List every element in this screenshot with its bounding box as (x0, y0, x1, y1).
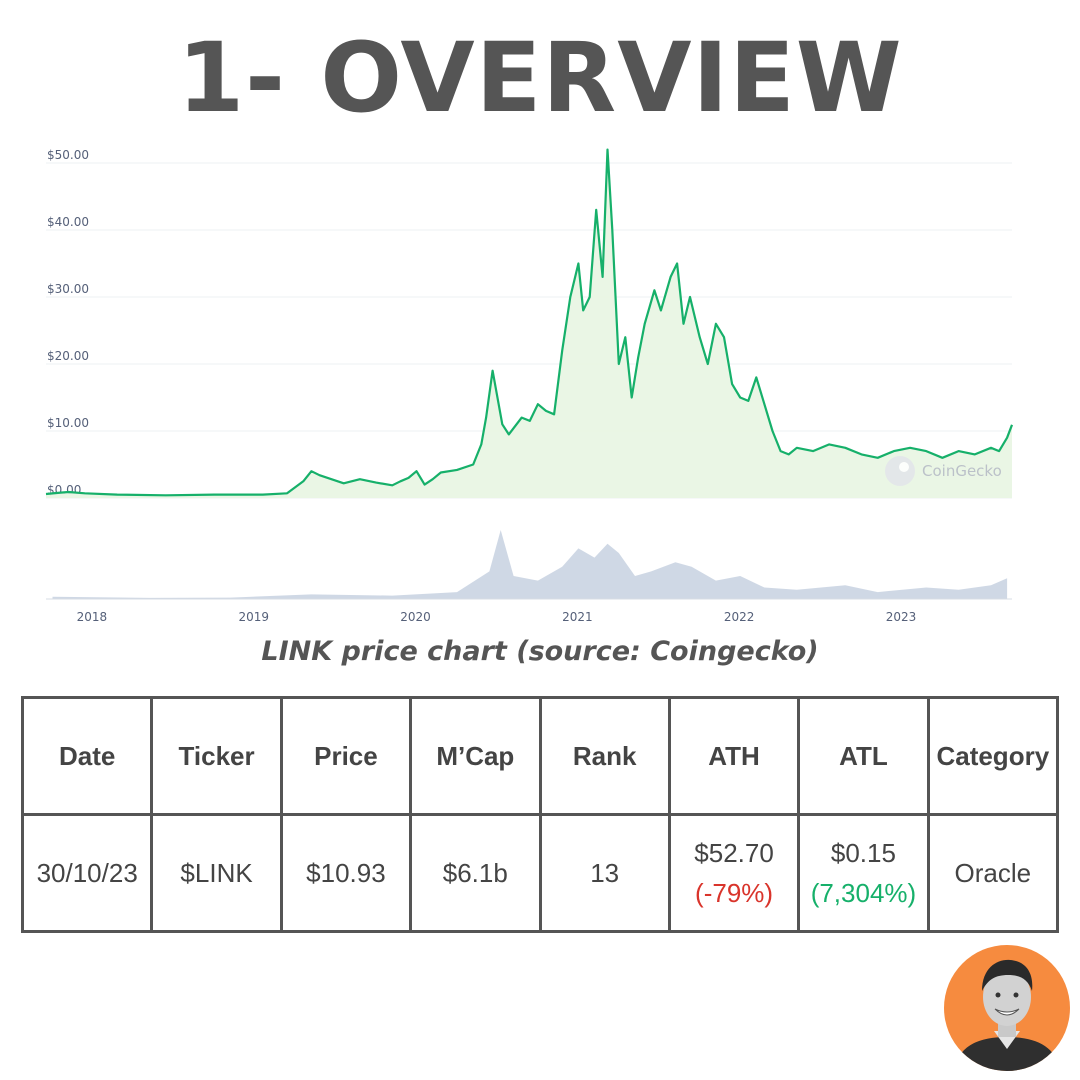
cell-category: Oracle (926, 813, 1060, 933)
y-tick-label: $20.00 (47, 349, 89, 363)
overview-table: Date Ticker Price M’Cap Rank ATH ATL Cat… (20, 696, 1060, 933)
header-rank: Rank (538, 696, 671, 816)
x-tick-label: 2023 (886, 610, 917, 624)
gecko-logo-icon (885, 456, 915, 486)
y-tick-label: $30.00 (47, 282, 89, 296)
table-header-row: Date Ticker Price M’Cap Rank ATH ATL Cat… (20, 696, 1060, 816)
x-axis-ticks: 2018 2019 2020 2021 2022 2023 (77, 610, 917, 624)
y-tick-label: $50.00 (47, 148, 89, 162)
cell-price: $10.93 (279, 813, 413, 933)
watermark-label: CoinGecko (922, 462, 1002, 480)
chart-caption: LINK price chart (source: Coingecko) (261, 636, 819, 667)
atl-value: $0.15 (830, 838, 896, 868)
table-row: 30/10/23 $LINK $10.93 $6.1b 13 $52.70 (-… (20, 813, 1060, 933)
ath-change: (-79%) (695, 878, 774, 908)
volume-area (52, 530, 1008, 599)
price-line (45, 148, 1014, 497)
x-tick-label: 2022 (724, 610, 755, 624)
coingecko-watermark: CoinGecko (885, 456, 1002, 486)
x-tick-label: 2021 (562, 610, 593, 624)
header-atl: ATL (797, 696, 930, 816)
cell-mcap: $6.1b (409, 813, 542, 933)
header-mcap: M’Cap (409, 696, 542, 816)
y-tick-label: $40.00 (47, 215, 89, 229)
page-title: 1- OVERVIEW (177, 22, 903, 134)
header-date: Date (20, 696, 154, 816)
person-avatar-icon (954, 959, 1060, 1071)
cell-rank: 13 (538, 813, 671, 933)
header-ath: ATH (667, 696, 801, 816)
atl-change: (7,304%) (810, 878, 917, 908)
y-axis-ticks: $50.00$40.00$30.00$20.00$10.00$0.00 (47, 148, 89, 497)
x-tick-label: 2020 (400, 610, 431, 624)
price-chart: $50.00$40.00$30.00$20.00$10.00$0.00 Coin… (45, 148, 1014, 624)
volume-bars (52, 530, 1008, 599)
cell-ath: $52.70 (-79%) (667, 813, 801, 933)
header-ticker: Ticker (150, 696, 283, 816)
x-tick-label: 2019 (238, 610, 269, 624)
cell-ticker: $LINK (150, 813, 283, 933)
avatar (944, 945, 1070, 1071)
cell-date: 30/10/23 (20, 813, 154, 933)
header-category: Category (926, 696, 1060, 816)
cell-atl: $0.15 (7,304%) (797, 813, 930, 933)
x-tick-label: 2018 (77, 610, 108, 624)
ath-value: $52.70 (694, 838, 774, 868)
header-price: Price (279, 696, 413, 816)
y-tick-label: $10.00 (47, 416, 89, 430)
price-area (46, 149, 1012, 498)
